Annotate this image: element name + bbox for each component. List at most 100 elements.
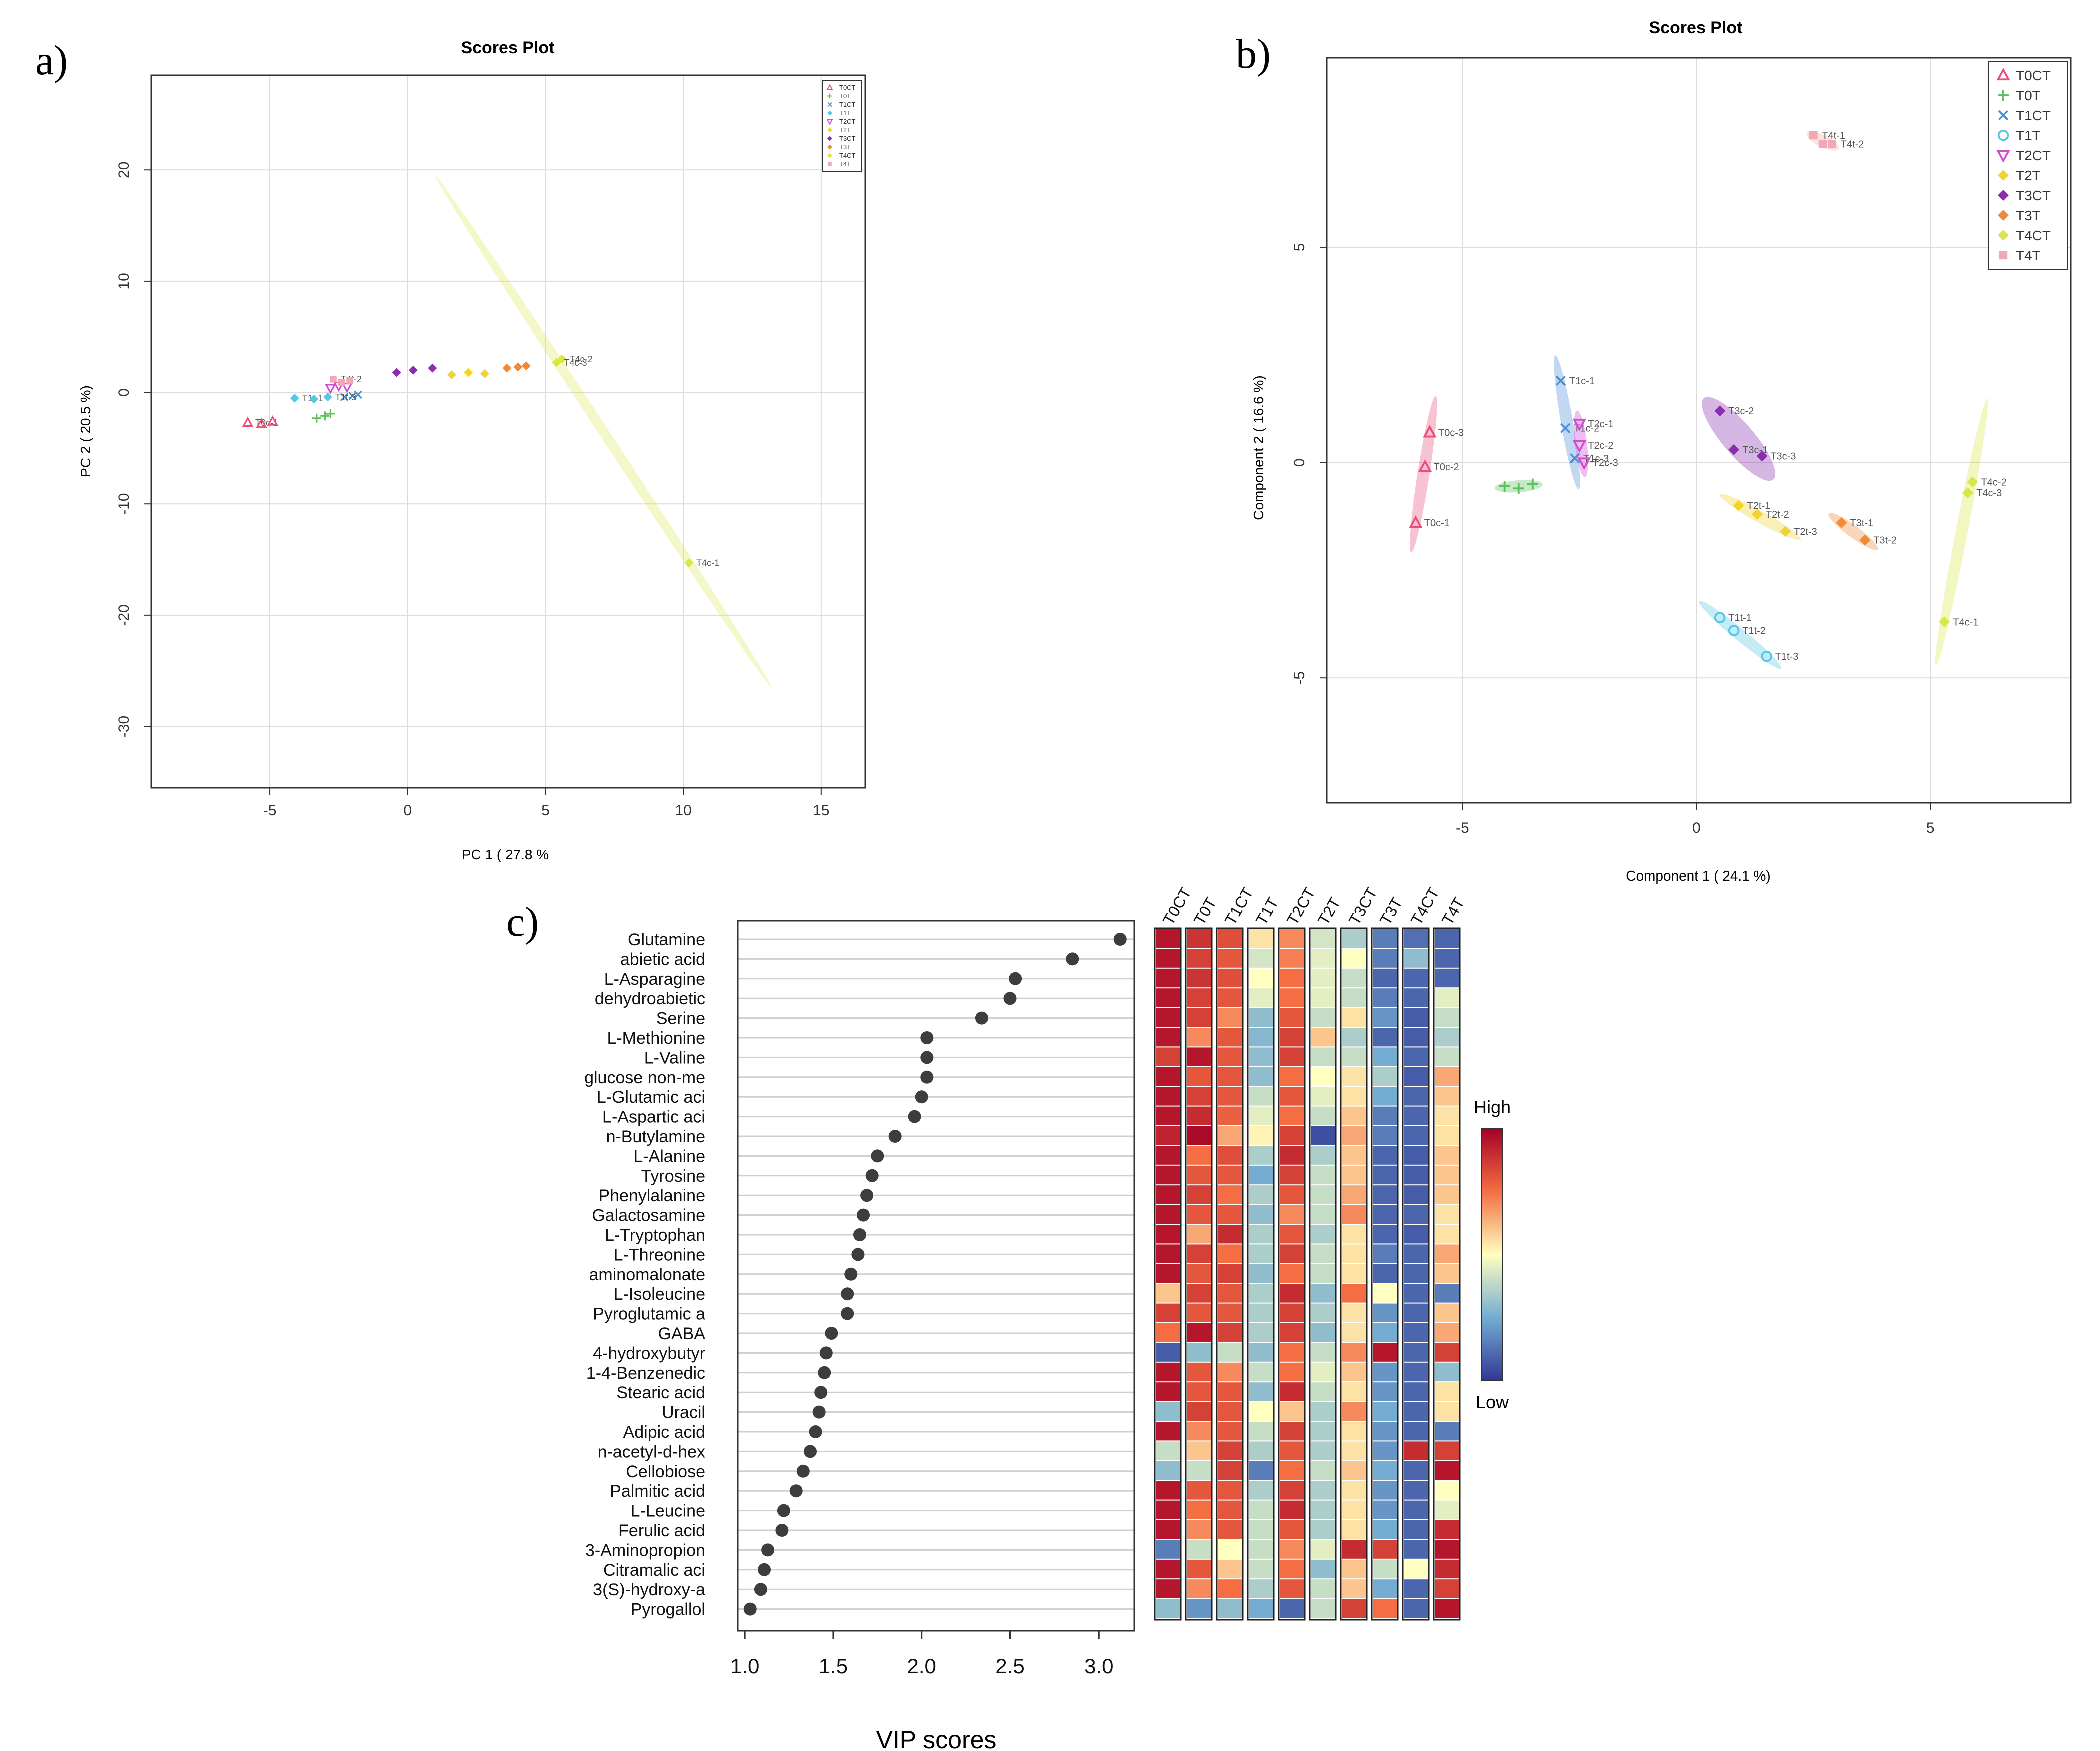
heatmap-cell [1249,1422,1273,1441]
heatmap-cell [1404,1126,1428,1145]
vip-label-l-leucine: L-Leucine [631,1502,705,1521]
heatmap-cell [1311,1441,1335,1460]
heatmap-cell [1373,1284,1397,1303]
point-t2ct [1572,418,1587,432]
heatmap-cell [1311,1244,1335,1263]
point-t0ct [1423,425,1437,438]
heatmap-cell [1404,1284,1428,1303]
vip-point-citramalic-aci [758,1563,771,1576]
heatmap-cell [1404,1067,1428,1086]
legend-marker-t0t [1998,90,2009,101]
panel-label-b: b) [1236,31,1271,77]
heatmap-cell [1373,1028,1397,1047]
heatmap-cell [1218,1087,1242,1106]
heatmap-cell [1187,1087,1211,1106]
legend-marker-t1ct [827,102,832,107]
heatmap-col-t0t: T0T [1190,894,1220,928]
heatmap-cell [1373,1303,1397,1322]
vip-gridlines [738,938,1134,1610]
point-t2t [464,368,473,377]
heatmap-cell [1342,1225,1366,1244]
heatmap-cell [1373,1500,1397,1519]
heatmap-cell [1280,1500,1304,1519]
point-label: T1c-1 [1569,376,1595,387]
chart-b-frame [1326,57,2072,804]
heatmap-cell [1218,949,1242,968]
heatmap-cell [1156,1343,1180,1362]
heatmap-cell [1249,1185,1273,1204]
point-t3t [521,361,531,371]
heatmap-cell [1249,1205,1273,1224]
heatmap-cell [1187,1126,1211,1145]
heatmap-cell [1156,1599,1180,1618]
vip-label-l-alanine: L-Alanine [633,1147,705,1166]
heatmap-cell [1156,1362,1180,1382]
heatmap-cell [1280,968,1304,988]
heatmap-cell [1311,1008,1335,1027]
vip-label-l-valine: L-Valine [644,1048,705,1067]
point-t0ct [1409,515,1423,528]
heatmap-cell [1435,1067,1459,1086]
vip-point-l-valine [920,1051,934,1064]
heatmap-column-border [1185,927,1213,1621]
legend-marker-t4t [828,162,832,166]
heatmap-cell [1280,1067,1304,1086]
point-label: T4c-2 [1981,477,2006,488]
heatmap-cell [1435,1323,1459,1342]
vip-point-tyrosine [865,1169,879,1182]
heatmap-cell [1311,949,1335,968]
heatmap-cell [1280,1106,1304,1125]
heatmap-cell [1156,1205,1180,1224]
point-t2t [447,370,456,379]
heatmap-cell [1156,1461,1180,1480]
heatmap-cell [1404,1205,1428,1224]
legend-marker-t2t [827,127,832,133]
legend-label-t2t: T2T [839,126,851,134]
heatmap-cell [1280,1540,1304,1559]
ellipse-t3t [1828,512,1878,550]
heatmap-cell [1435,1382,1459,1401]
heatmap-cell [1156,1323,1180,1342]
point-t3ct [1728,444,1740,455]
heatmap-cell [1249,1106,1273,1125]
heatmap-cell [1373,1264,1397,1283]
heatmap-cell [1156,988,1180,1007]
heatmap-column-border [1309,927,1337,1621]
vip-point-l-aspartic-aci [908,1110,921,1123]
legend-label-t0ct: T0CT [839,84,856,91]
legend-label-t1t: T1T [839,109,851,117]
heatmap-cell [1404,1402,1428,1421]
vip-label-glutamine: Glutamine [628,930,705,949]
legend-marker-t3t [827,144,832,150]
heatmap-cell [1280,1205,1304,1224]
heatmap-cell [1187,1067,1211,1086]
heatmap-cell [1435,1520,1459,1539]
heatmap-cell [1187,1559,1211,1579]
chart-b-x-ticks: -5 0 5 [1456,803,1935,836]
legend-label-t1ct: T1CT [2016,108,2051,123]
heatmap-column-border [1247,927,1275,1621]
heatmap-cell [1249,949,1273,968]
heatmap-col-t0ct: T0CT [1159,884,1195,928]
heatmap-cell [1218,1205,1242,1224]
heatmap-cell [1218,1579,1242,1598]
heatmap-cell [1435,1106,1459,1125]
vip-frame [737,920,1135,1632]
heatmap-cell [1280,1441,1304,1460]
vip-label-n-acetyl-d-hex: n-acetyl-d-hex [598,1442,705,1461]
heatmap-cell [1373,1579,1397,1598]
heatmap-cell [1404,1047,1428,1066]
heatmap-cell [1156,1500,1180,1519]
heatmap-cell [1280,1165,1304,1185]
point-label: T4c-1 [696,558,719,568]
heatmap-cell [1218,1185,1242,1204]
point-t4ct [1939,616,1950,628]
vip-point-abietic-acid [1066,952,1079,966]
heatmap-cell [1280,1579,1304,1598]
heatmap-cell [1218,1047,1242,1066]
vip-point-adipic-acid [809,1425,822,1438]
heatmap-cell [1280,1008,1304,1027]
heatmap-cell [1404,1008,1428,1027]
heatmap-cell [1280,1422,1304,1441]
heatmap-col-t4ct: T4CT [1407,884,1443,928]
